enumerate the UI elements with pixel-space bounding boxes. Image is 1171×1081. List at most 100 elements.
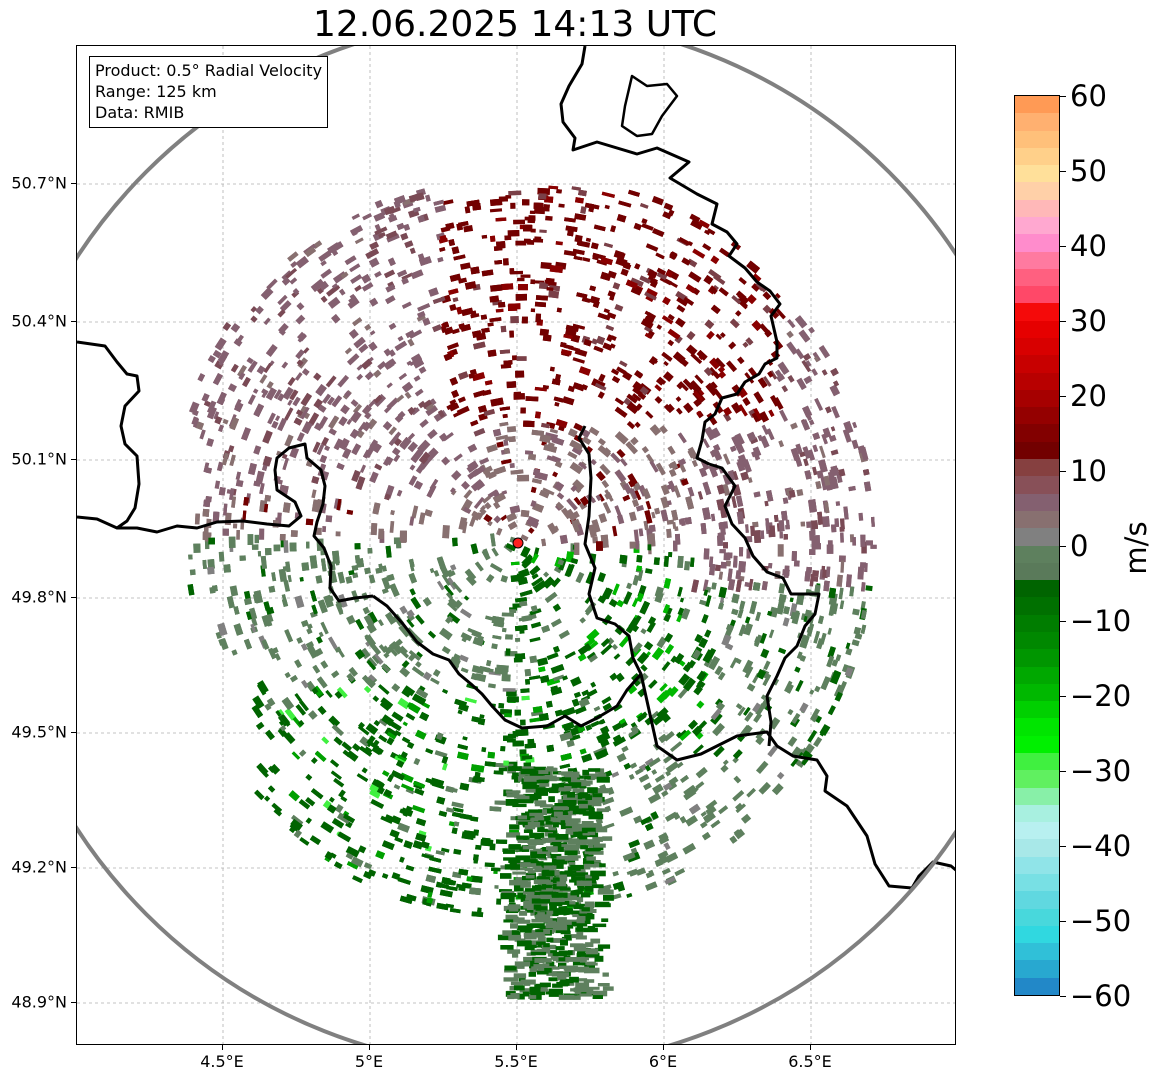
velocity-gate <box>717 602 724 610</box>
velocity-gate <box>301 562 310 571</box>
radar-map[interactable] <box>76 45 956 1045</box>
velocity-gate <box>509 462 515 469</box>
velocity-gate <box>504 436 510 442</box>
velocity-gate <box>568 346 580 352</box>
velocity-gate <box>644 823 654 831</box>
velocity-gate <box>203 462 210 473</box>
velocity-gate <box>298 699 310 712</box>
velocity-gate <box>743 622 753 636</box>
velocity-gate <box>794 348 805 360</box>
velocity-gate <box>840 518 845 530</box>
velocity-gate <box>534 301 547 308</box>
velocity-gate <box>282 457 289 471</box>
velocity-gate <box>338 416 348 427</box>
velocity-gate <box>415 661 422 668</box>
velocity-gate <box>556 307 562 313</box>
velocity-gate <box>337 831 352 843</box>
velocity-gate <box>612 893 622 900</box>
velocity-gate <box>381 840 395 851</box>
velocity-gate <box>411 505 419 519</box>
velocity-gate <box>246 357 254 365</box>
velocity-gate <box>481 746 487 753</box>
velocity-gate <box>188 554 193 560</box>
velocity-gate <box>500 458 512 465</box>
velocity-gate <box>817 511 823 525</box>
velocity-gate <box>478 718 486 726</box>
velocity-gate <box>871 516 875 527</box>
velocity-gate <box>401 736 411 744</box>
velocity-gate <box>715 564 721 572</box>
velocity-gate <box>436 796 446 805</box>
velocity-gate <box>546 455 560 464</box>
velocity-gate <box>619 718 627 725</box>
velocity-gate <box>401 381 414 393</box>
velocity-gate <box>203 526 209 537</box>
velocity-gate <box>627 684 638 695</box>
velocity-gate <box>346 509 354 515</box>
velocity-gate <box>306 627 313 635</box>
velocity-gate <box>533 202 544 210</box>
velocity-gate <box>544 591 558 603</box>
velocity-gate <box>538 193 547 200</box>
velocity-gate <box>515 370 525 378</box>
velocity-gate <box>467 443 478 453</box>
velocity-gate <box>577 725 586 733</box>
velocity-gate <box>682 664 691 673</box>
velocity-gate <box>574 706 587 715</box>
velocity-gate <box>206 438 214 447</box>
velocity-gate <box>635 540 640 550</box>
velocity-gate <box>199 429 206 440</box>
velocity-gate <box>649 424 662 436</box>
velocity-gate <box>477 907 482 913</box>
velocity-gate <box>698 637 708 649</box>
velocity-gate <box>643 315 654 325</box>
velocity-gate <box>751 320 763 332</box>
velocity-gate <box>639 600 650 615</box>
velocity-gate <box>540 262 552 270</box>
velocity-gate <box>760 648 770 659</box>
velocity-gate <box>661 351 673 362</box>
velocity-gate <box>541 625 551 633</box>
velocity-gate <box>480 314 488 320</box>
velocity-gate <box>350 410 362 423</box>
velocity-gate <box>549 428 559 434</box>
velocity-gate <box>651 195 664 206</box>
velocity-gate <box>330 759 340 768</box>
velocity-gate <box>718 365 726 373</box>
velocity-gate <box>218 638 227 646</box>
velocity-gate <box>441 755 449 764</box>
velocity-gate <box>287 376 296 386</box>
velocity-gate <box>501 627 507 633</box>
velocity-gate <box>628 511 637 522</box>
velocity-gate <box>307 623 313 630</box>
velocity-gate <box>693 398 702 408</box>
velocity-gate <box>505 648 511 656</box>
velocity-gate <box>414 388 424 397</box>
velocity-gate <box>740 813 752 824</box>
velocity-gate <box>407 406 416 415</box>
velocity-gate <box>848 485 856 492</box>
velocity-gate <box>489 563 503 573</box>
velocity-gate <box>503 447 510 454</box>
velocity-gate <box>641 446 649 454</box>
velocity-gate <box>230 363 239 373</box>
velocity-gate <box>529 608 542 616</box>
velocity-gate <box>731 608 739 616</box>
velocity-gate <box>660 496 670 509</box>
velocity-gate <box>761 581 768 591</box>
velocity-gate <box>729 835 738 844</box>
velocity-gate <box>774 307 786 320</box>
velocity-gate <box>723 407 732 416</box>
velocity-gate <box>535 295 548 301</box>
velocity-gate <box>243 638 252 650</box>
velocity-gate <box>530 500 537 508</box>
velocity-gate <box>295 372 303 381</box>
velocity-gate <box>458 517 468 531</box>
velocity-gate <box>608 598 618 608</box>
velocity-gate <box>574 197 584 204</box>
velocity-gate <box>470 764 485 773</box>
velocity-gate <box>298 799 311 810</box>
velocity-gate <box>550 664 565 674</box>
velocity-gate <box>460 608 472 619</box>
velocity-gate <box>851 639 860 647</box>
